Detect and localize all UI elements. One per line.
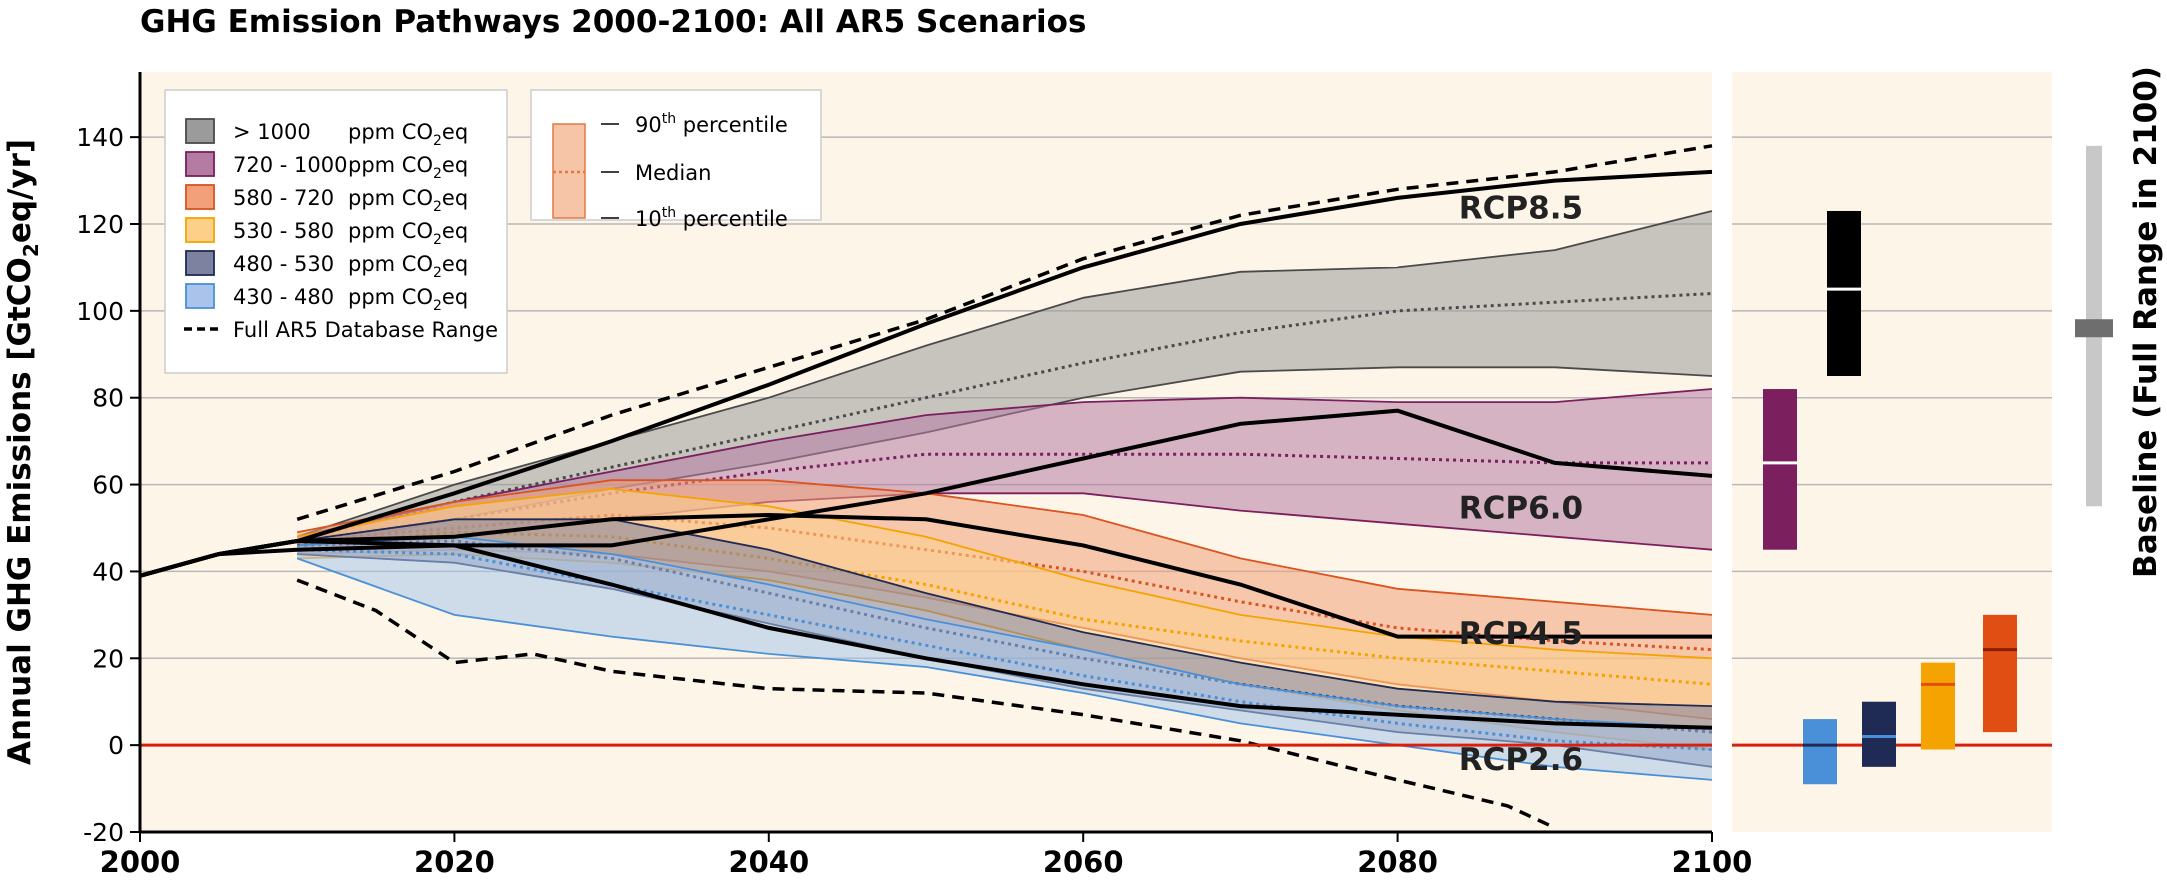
y-tick-label-20: 20: [92, 644, 124, 673]
label-rcp2-6: RCP2.6: [1459, 742, 1583, 778]
legend-swatch-720-1000: [185, 151, 215, 177]
baseline-axis-label: Baseline (Full Range in 2100): [2128, 66, 2164, 578]
y-tick-label-60: 60: [92, 471, 124, 500]
label-rcp8-5: RCP8.5: [1459, 191, 1583, 227]
legend-label-1000: > 1000: [233, 120, 311, 144]
y-tick-label-100: 100: [76, 297, 124, 326]
legend-swatch-1000: [185, 118, 215, 144]
baseline-bars: [1732, 145, 2113, 785]
x-tick-label-2000: 2000: [100, 845, 181, 879]
legend-box: [164, 89, 508, 374]
baseline-bar-1000: [1827, 210, 1861, 376]
band-430-480-p10: [296, 557, 1713, 781]
percentile-swatch: [552, 123, 586, 219]
legend-swatch-480-530: [185, 250, 215, 276]
band-720-1000-p90: [297, 388, 1713, 538]
legend-swatch-580-720: [185, 184, 215, 210]
legend-label-530-580: 530 - 580: [233, 219, 334, 243]
legend-label-480-530: 480 - 530: [233, 252, 334, 276]
legend-unit-1000: ppm CO2eq: [348, 120, 468, 149]
line-rcp4-5: [139, 512, 1712, 639]
legend-unit-720-1000: ppm CO2eq: [348, 153, 468, 182]
y-tick-label--20: -20: [83, 818, 124, 847]
x-tick-label-2040: 2040: [728, 845, 809, 879]
y-tick-label-140: 140: [76, 123, 124, 152]
x-tick-label-2060: 2060: [1043, 845, 1124, 879]
baseline-bar-720-1000: [1763, 389, 1797, 550]
band-580-720-p90: [297, 479, 1713, 616]
legend-label-580-720: 580 - 720: [233, 186, 334, 210]
legend-unit-430-480: ppm CO2eq: [348, 285, 468, 314]
y-axis-label: Annual GHG Emissions [GtCO2eq/yr]: [2, 139, 43, 765]
scenario-bands: [296, 210, 1713, 781]
x-tick-label-2020: 2020: [414, 845, 495, 879]
legend-label-430-480: 430 - 480: [233, 285, 334, 309]
legend-swatch-430-480: [185, 283, 215, 309]
chart-title: GHG Emission Pathways 2000-2100: All AR5…: [140, 4, 1086, 40]
label-rcp6-0: RCP6.0: [1459, 490, 1583, 526]
percentile-label-0: 90th percentile: [635, 111, 788, 137]
baseline-bar-430-480: [1803, 719, 1837, 785]
percentile-label-2: 10th percentile: [635, 205, 788, 231]
legend-unit-480-530: ppm CO2eq: [348, 252, 468, 281]
band-430-480: [297, 536, 1713, 780]
percentile-label-1: Median: [635, 161, 711, 185]
percentile-legend: 90th percentile Median 10th percentile: [530, 89, 822, 231]
full-range-upper: [296, 144, 1713, 521]
full-database-range: [296, 144, 1713, 830]
legend-label-full-ar5-database-range: Full AR5 Database Range: [233, 318, 498, 342]
baseline-bar-580-720: [1983, 614, 2017, 733]
band-480-530-p90: [297, 518, 1713, 707]
x-tick-label-2080: 2080: [1357, 845, 1438, 879]
label-rcp4-5: RCP4.5: [1459, 616, 1583, 652]
full-baseline-median: [2075, 319, 2113, 338]
y-tick-label-120: 120: [76, 210, 124, 239]
band-530-580-p90: [297, 487, 1713, 660]
y-tick-label-0: 0: [108, 731, 124, 760]
baseline-bar-480-530: [1862, 701, 1896, 767]
baseline-bar-530-580: [1921, 662, 1955, 750]
y-tick-label-80: 80: [92, 384, 124, 413]
line-rcp2-6: [139, 543, 1713, 730]
y-tick-label-40: 40: [92, 557, 124, 586]
band-1000-p90: [296, 210, 1713, 538]
rcp-lines: RCP8.5 RCP6.0 RCP4.5 RCP2.6: [139, 169, 1713, 778]
legend-unit-580-720: ppm CO2eq: [348, 186, 468, 215]
legend-unit-530-580: ppm CO2eq: [348, 219, 468, 248]
legend-swatch-530-580: [185, 217, 215, 243]
legend-label-720-1000: 720 - 1000: [233, 153, 347, 177]
x-tick-label-2100: 2100: [1672, 845, 1753, 879]
full-range-lower: [296, 578, 1556, 830]
